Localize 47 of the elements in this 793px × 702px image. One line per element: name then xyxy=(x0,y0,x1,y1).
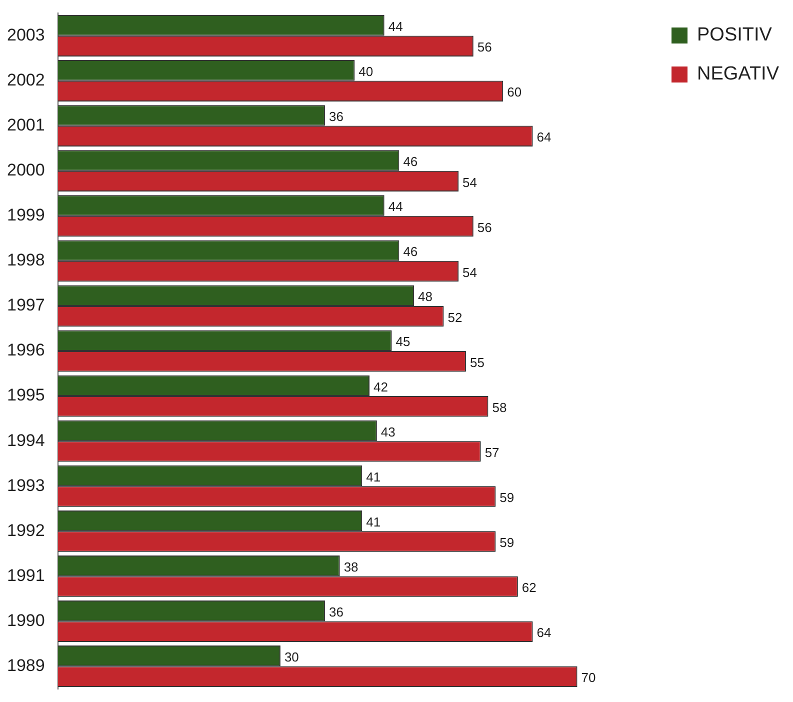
data-label: 40 xyxy=(358,64,374,79)
data-label: 56 xyxy=(477,40,492,55)
y-tick-label: 1998 xyxy=(6,250,45,270)
data-label: 52 xyxy=(448,310,462,325)
data-label: 62 xyxy=(522,580,536,596)
y-tick-label: 2001 xyxy=(6,115,45,134)
data-label: 54 xyxy=(462,174,478,190)
data-label: 56 xyxy=(477,220,492,235)
y-tick-label: 2000 xyxy=(6,160,45,180)
data-label: 38 xyxy=(344,559,358,574)
y-tick-label: 1995 xyxy=(6,386,45,405)
data-label: 36 xyxy=(328,109,344,124)
data-label: 44 xyxy=(388,18,403,34)
y-tick-label: 1992 xyxy=(6,520,45,540)
data-label: 57 xyxy=(484,445,500,460)
legend-label: NEGATIV xyxy=(697,64,780,85)
data-label: 44 xyxy=(388,199,403,214)
data-label: 54 xyxy=(462,264,478,280)
data-label: 55 xyxy=(470,354,484,370)
data-label: 64 xyxy=(536,625,552,640)
y-tick-label: 1999 xyxy=(6,206,45,225)
data-label: 42 xyxy=(374,379,388,394)
data-label: 60 xyxy=(507,84,522,100)
data-label: 36 xyxy=(328,604,344,620)
y-tick-label: 1989 xyxy=(6,656,45,675)
data-label: 48 xyxy=(418,289,432,304)
data-label: 41 xyxy=(366,514,381,530)
y-tick-label: 1994 xyxy=(6,430,45,450)
y-tick-label: 1997 xyxy=(6,296,45,315)
y-tick-label: 1990 xyxy=(6,610,45,630)
data-label: 43 xyxy=(380,424,396,440)
y-tick-label: 2003 xyxy=(6,25,45,44)
data-label: 64 xyxy=(536,130,552,145)
data-label: 59 xyxy=(500,535,514,550)
data-label: 45 xyxy=(396,334,410,350)
y-tick-label: 1991 xyxy=(6,566,45,585)
data-label: 46 xyxy=(403,154,418,170)
legend-label: POSITIV xyxy=(697,24,772,46)
data-label: 41 xyxy=(366,469,381,484)
data-label: 59 xyxy=(500,490,514,506)
data-label: 70 xyxy=(581,670,596,686)
y-tick-label: 1996 xyxy=(6,340,45,360)
y-tick-label: 1993 xyxy=(6,476,45,495)
y-tick-label: 2002 xyxy=(6,70,45,90)
data-label: 46 xyxy=(403,244,418,260)
data-label: 58 xyxy=(492,400,507,415)
data-label: 30 xyxy=(284,650,299,664)
